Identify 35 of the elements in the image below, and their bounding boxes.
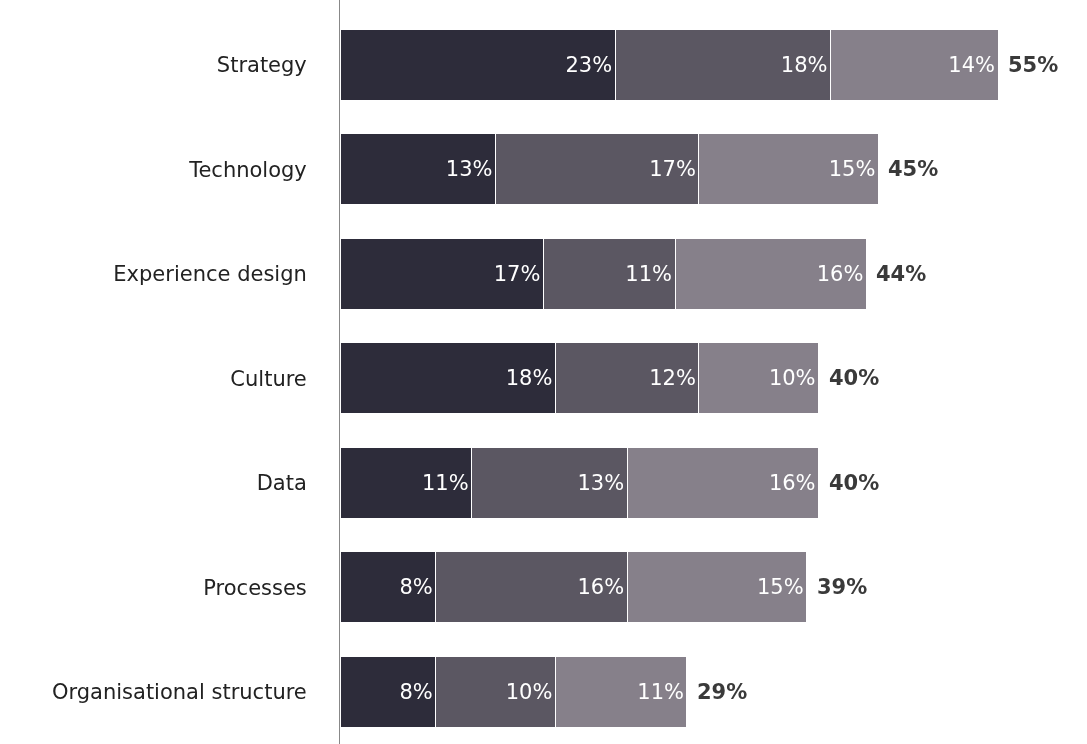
data-label: 11% [625, 261, 672, 286]
data-label: 18% [780, 52, 828, 77]
data-label: 8% [399, 679, 433, 704]
data-label: 13% [445, 157, 493, 182]
data-label: 10% [768, 366, 816, 391]
data-label: 15% [756, 575, 804, 600]
total-label: 29% [697, 680, 748, 704]
data-label: 18% [505, 366, 553, 391]
y-tick-label: Technology [188, 157, 307, 182]
y-tick-label: Experience design [113, 262, 307, 287]
total-label: 40% [829, 366, 880, 390]
total-label: 44% [876, 262, 927, 286]
data-label: 11% [637, 679, 684, 704]
y-tick-label: Culture [230, 366, 307, 391]
data-label: 16% [768, 470, 816, 495]
total-label: 39% [817, 575, 868, 599]
data-label: 23% [565, 52, 613, 77]
total-label: 40% [829, 471, 880, 495]
data-label: 12% [649, 366, 696, 391]
data-label: 17% [493, 261, 541, 286]
data-label: 8% [399, 575, 433, 600]
data-label: 16% [577, 575, 625, 600]
data-label: 10% [505, 679, 553, 704]
y-tick-label: Data [256, 471, 307, 496]
data-label: 11% [421, 470, 469, 495]
data-label: 16% [816, 261, 864, 286]
data-label: 15% [828, 157, 876, 182]
y-tick-label: Processes [203, 575, 307, 600]
data-label: 14% [948, 52, 996, 77]
total-label: 55% [1008, 53, 1059, 77]
data-label: 17% [649, 157, 696, 182]
total-label: 45% [888, 157, 939, 181]
y-tick-label: Organisational structure [51, 680, 307, 705]
y-tick-label: Strategy [216, 53, 307, 78]
data-label: 13% [577, 470, 625, 495]
